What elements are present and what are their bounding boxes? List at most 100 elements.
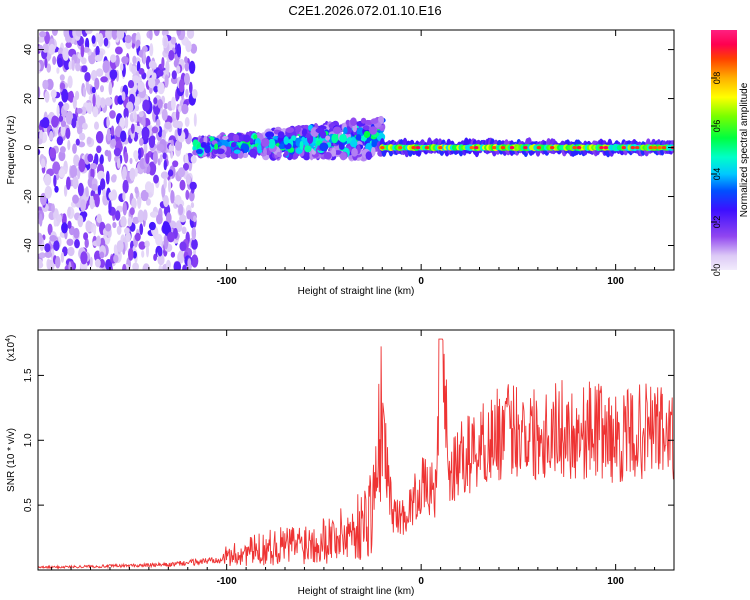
colorbar-tick-label: 0.4 bbox=[712, 168, 722, 181]
heatmap-cell bbox=[106, 128, 111, 142]
heatmap-cell bbox=[179, 214, 187, 223]
heatmap-cell bbox=[648, 146, 653, 150]
heatmap-cell bbox=[305, 133, 311, 139]
heatmap-cell bbox=[339, 134, 347, 143]
heatmap-cell bbox=[185, 40, 192, 53]
heatmap-cell bbox=[67, 220, 72, 229]
heatmap-cell bbox=[176, 65, 181, 74]
heatmap-cell bbox=[113, 147, 121, 157]
heatmap-cell bbox=[38, 148, 41, 156]
heatmap-cell bbox=[291, 135, 297, 141]
heatmap-cell bbox=[139, 137, 144, 146]
heatmap-cell bbox=[157, 82, 165, 95]
heatmap-cell bbox=[87, 153, 94, 163]
snr-xtick-label: -100 bbox=[217, 576, 237, 587]
heatmap-cell bbox=[167, 231, 175, 243]
heatmap-cell bbox=[122, 179, 129, 194]
spectrogram-frame bbox=[37, 29, 675, 271]
heatmap-cell bbox=[38, 44, 43, 52]
heatmap-cell bbox=[377, 115, 385, 125]
heatmap-cell bbox=[80, 44, 85, 58]
heatmap-cell bbox=[91, 86, 96, 94]
heatmap-cell bbox=[112, 221, 117, 229]
heatmap-cell bbox=[90, 69, 98, 81]
heatmap-cell bbox=[190, 43, 198, 54]
colorbar-gradient bbox=[711, 30, 737, 270]
heatmap-cell bbox=[196, 148, 203, 155]
heatmap-cell bbox=[161, 129, 166, 139]
heatmap-cell bbox=[38, 61, 41, 72]
heatmap-cell bbox=[128, 247, 134, 261]
heatmap-cell bbox=[184, 62, 190, 72]
heatmap-cell bbox=[343, 127, 348, 134]
heatmap-cell bbox=[63, 102, 70, 111]
heatmap-cell bbox=[257, 144, 262, 154]
colorbar-tick-label: 0.2 bbox=[712, 216, 722, 229]
heatmap-cell bbox=[171, 70, 177, 80]
heatmap-cell bbox=[91, 35, 96, 44]
heatmap-cell bbox=[142, 99, 150, 112]
heatmap-cell bbox=[167, 169, 174, 177]
heatmap-cell bbox=[47, 259, 55, 270]
heatmap-cell bbox=[106, 116, 110, 128]
heatmap-cell bbox=[67, 139, 71, 151]
heatmap-cell bbox=[72, 176, 79, 190]
heatmap-cell bbox=[149, 211, 158, 218]
heatmap-cell bbox=[38, 138, 43, 145]
spectrogram-xtick-label: -100 bbox=[217, 276, 237, 287]
heatmap-cell bbox=[296, 125, 302, 133]
colorbar-tick-label: 0.6 bbox=[712, 120, 722, 133]
heatmap-cell bbox=[370, 118, 379, 124]
heatmap-cell bbox=[144, 181, 153, 193]
heatmap-cell bbox=[67, 75, 73, 89]
colorbar-tick-label: 0.8 bbox=[712, 72, 722, 85]
heatmap-cell bbox=[142, 50, 146, 65]
heatmap-cell bbox=[143, 141, 148, 154]
heatmap-cell bbox=[124, 116, 129, 129]
heatmap-cell bbox=[73, 227, 80, 239]
heatmap-cell bbox=[621, 146, 626, 150]
heatmap-cell bbox=[86, 136, 92, 145]
heatmap-cell bbox=[176, 45, 181, 58]
heatmap-cell bbox=[58, 115, 64, 122]
heatmap-cell bbox=[75, 63, 81, 72]
heatmap-cell bbox=[95, 32, 100, 42]
heatmap-cell bbox=[572, 146, 577, 150]
heatmap-cell bbox=[193, 113, 197, 127]
heatmap-cell bbox=[72, 96, 77, 110]
heatmap-cell bbox=[179, 241, 187, 252]
heatmap-cell bbox=[657, 146, 662, 150]
heatmap-cell bbox=[170, 139, 174, 146]
heatmap-cell bbox=[191, 254, 199, 268]
heatmap-cell bbox=[350, 139, 358, 148]
heatmap-cell bbox=[172, 160, 179, 168]
heatmap-cell bbox=[120, 130, 127, 143]
heatmap-cell bbox=[95, 131, 104, 144]
heatmap-cell bbox=[44, 251, 53, 258]
heatmap-cell bbox=[178, 78, 185, 93]
heatmap-cell bbox=[115, 46, 123, 55]
heatmap-cell bbox=[148, 60, 157, 69]
heatmap-cell bbox=[424, 146, 430, 150]
heatmap-cell bbox=[181, 226, 187, 235]
heatmap-cell bbox=[191, 227, 197, 241]
heatmap-cell bbox=[155, 233, 163, 246]
heatmap-cell bbox=[178, 251, 182, 258]
heatmap-cell bbox=[141, 250, 145, 258]
heatmap-cell bbox=[124, 151, 129, 164]
heatmap-cell bbox=[138, 68, 145, 75]
heatmap-cell bbox=[398, 146, 403, 150]
heatmap-cell bbox=[371, 141, 377, 148]
heatmap-cell bbox=[94, 121, 99, 130]
heatmap-cell bbox=[360, 117, 367, 124]
heatmap-cell bbox=[214, 143, 219, 150]
heatmap-cell bbox=[110, 54, 117, 63]
heatmap-cell bbox=[186, 30, 195, 39]
heatmap-cell bbox=[122, 263, 127, 270]
spectrogram-xtick-label: 0 bbox=[418, 276, 424, 287]
heatmap-cell bbox=[140, 189, 149, 202]
heatmap-cell bbox=[60, 146, 66, 154]
heatmap-cell bbox=[135, 39, 141, 47]
heatmap-cell bbox=[177, 120, 183, 129]
heatmap-cell bbox=[263, 147, 267, 157]
